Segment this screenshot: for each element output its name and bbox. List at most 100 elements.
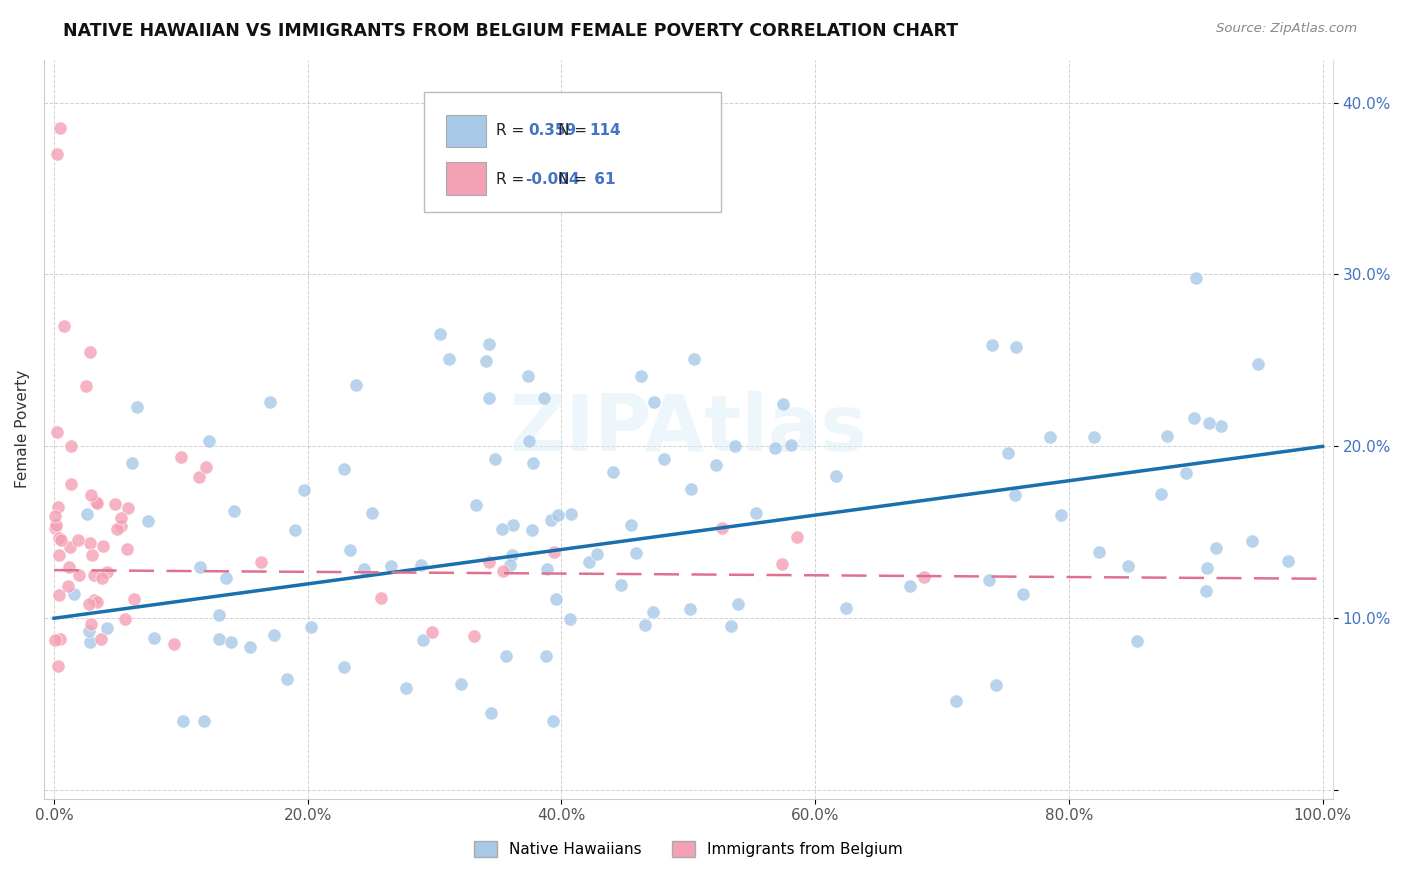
Point <box>49 632 72 647</box>
Point <box>250 555 273 569</box>
Text: N =: N = <box>558 123 588 138</box>
Point <box>79 634 101 648</box>
Point <box>420 625 443 640</box>
Point <box>1116 559 1139 574</box>
Point <box>46 500 69 515</box>
Point <box>194 459 217 474</box>
Point <box>578 555 600 569</box>
Point <box>215 571 238 585</box>
Point <box>1083 430 1105 444</box>
Point <box>1012 587 1035 601</box>
Point <box>44 521 66 535</box>
Point <box>114 612 136 626</box>
Text: Source: ZipAtlas.com: Source: ZipAtlas.com <box>1216 22 1357 36</box>
Point <box>172 714 194 729</box>
Point <box>463 630 485 644</box>
Point <box>75 379 97 393</box>
Point <box>522 456 544 470</box>
Point <box>117 541 139 556</box>
Text: 114: 114 <box>589 123 621 138</box>
Point <box>912 569 935 583</box>
Text: ZIPAtlas: ZIPAtlas <box>509 392 868 467</box>
Point <box>1174 466 1197 480</box>
Point <box>344 378 367 392</box>
Point <box>79 535 101 549</box>
Point <box>977 573 1000 587</box>
Point <box>824 468 846 483</box>
Point <box>984 678 1007 692</box>
Text: 61: 61 <box>589 172 616 187</box>
Point <box>720 619 742 633</box>
Point <box>284 523 307 537</box>
Point <box>332 660 354 674</box>
Point <box>259 395 281 409</box>
Point <box>770 557 793 571</box>
Point <box>1277 554 1299 568</box>
Point <box>360 507 382 521</box>
Point <box>170 450 193 465</box>
Point <box>1150 487 1173 501</box>
Point <box>409 558 432 572</box>
Point <box>429 326 451 341</box>
Point <box>45 518 67 533</box>
Point <box>560 508 582 522</box>
Point <box>478 336 501 351</box>
Point <box>104 497 127 511</box>
Point <box>1087 545 1109 559</box>
Point <box>96 565 118 579</box>
Point <box>77 624 100 638</box>
Point <box>534 649 557 664</box>
Point <box>1247 357 1270 371</box>
Y-axis label: Female Poverty: Female Poverty <box>15 370 30 488</box>
Point <box>980 338 1002 352</box>
Point <box>1126 634 1149 648</box>
Legend: Native Hawaiians, Immigrants from Belgium: Native Hawaiians, Immigrants from Belgiu… <box>467 834 911 865</box>
Point <box>681 483 703 497</box>
Point <box>1039 430 1062 444</box>
Point <box>292 483 315 497</box>
Point <box>48 549 70 563</box>
Point <box>478 391 501 405</box>
Point <box>138 514 160 528</box>
Point <box>679 602 702 616</box>
Point <box>276 672 298 686</box>
Point <box>763 442 786 456</box>
Point <box>997 445 1019 459</box>
Point <box>48 589 70 603</box>
Text: R =: R = <box>496 123 529 138</box>
Point <box>1205 541 1227 556</box>
Point <box>83 568 105 582</box>
Point <box>1005 340 1028 354</box>
Point <box>90 572 112 586</box>
Point <box>630 368 652 383</box>
Point <box>80 548 103 562</box>
Point <box>533 391 555 405</box>
Point <box>222 504 245 518</box>
Point <box>484 452 506 467</box>
Point <box>1195 584 1218 599</box>
Point <box>58 559 80 574</box>
Point <box>48 531 70 545</box>
Point <box>1240 533 1263 548</box>
Point <box>60 476 83 491</box>
Text: NATIVE HAWAIIAN VS IMMIGRANTS FROM BELGIUM FEMALE POVERTY CORRELATION CHART: NATIVE HAWAIIAN VS IMMIGRANTS FROM BELGI… <box>63 22 959 40</box>
Point <box>772 397 794 411</box>
Point <box>501 548 523 562</box>
Point <box>602 465 624 479</box>
Point <box>710 521 733 535</box>
Point <box>380 558 402 573</box>
Point <box>143 631 166 645</box>
Point <box>208 608 231 623</box>
Point <box>208 632 231 647</box>
Point <box>239 640 262 655</box>
Point <box>332 461 354 475</box>
Point <box>520 524 543 538</box>
Point <box>704 458 727 472</box>
Point <box>610 577 633 591</box>
Point <box>479 706 502 720</box>
Point <box>96 621 118 635</box>
Point <box>163 637 186 651</box>
Point <box>53 319 76 334</box>
Point <box>1156 429 1178 443</box>
Text: -0.004: -0.004 <box>526 172 581 187</box>
